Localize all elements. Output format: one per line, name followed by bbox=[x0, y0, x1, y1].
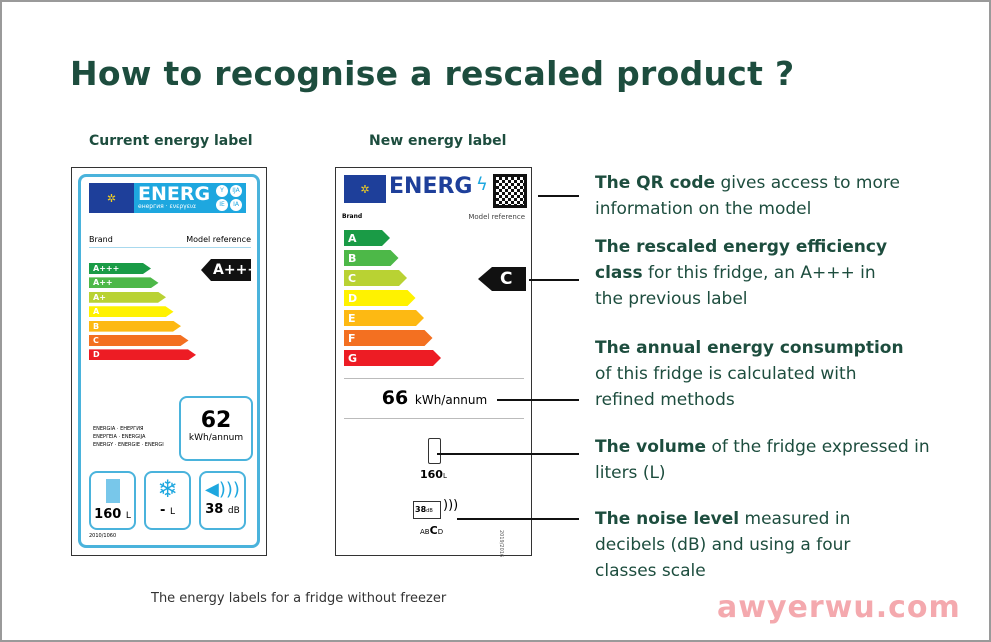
energy-class-bar: F bbox=[344, 330, 433, 346]
energy-class-bar: B bbox=[89, 321, 181, 332]
energy-class-bar: A++ bbox=[89, 277, 159, 288]
energy-class-bar: A bbox=[89, 306, 174, 317]
energy-class-bar: D bbox=[89, 349, 196, 360]
annotation-qr: The QR code gives access to more informa… bbox=[595, 173, 900, 219]
eu-flag-icon: ✲ bbox=[89, 183, 134, 213]
rating-arrow: A+++ bbox=[201, 259, 251, 281]
consumption-box: 62 kWh/annum bbox=[179, 396, 253, 461]
qr-code[interactable] bbox=[493, 174, 527, 208]
connector-qr bbox=[538, 195, 579, 197]
annual-consumption: 66 kWh/annum bbox=[381, 387, 488, 409]
energy-class-bar: A bbox=[344, 230, 390, 246]
sound-waves-icon: ))) bbox=[443, 498, 459, 513]
model-reference: Model reference bbox=[186, 235, 251, 244]
freezer-box: ❄ - L bbox=[144, 471, 191, 530]
brand: Brand bbox=[342, 213, 363, 220]
energy-class-bar: C bbox=[89, 335, 189, 346]
new-label-heading: New energy label bbox=[369, 133, 507, 149]
energy-class-bar: G bbox=[344, 350, 441, 366]
connector-class bbox=[529, 279, 579, 281]
speaker-icon: 38dB bbox=[413, 501, 441, 519]
divider bbox=[89, 247, 251, 248]
annotation-class: The rescaled energy efficiency class for… bbox=[595, 237, 888, 309]
eu-flag-icon: ✲ bbox=[344, 175, 386, 203]
energy-class-bar: B bbox=[344, 250, 399, 266]
energy-class-bar: A+++ bbox=[89, 263, 151, 274]
rating-arrow: C bbox=[478, 267, 526, 291]
volume-value: 160L bbox=[420, 468, 447, 481]
current-energy-label: ✲ ENERG енергия · ενεργεια Y IJA IE IA B… bbox=[71, 167, 267, 556]
energy-class-bar: E bbox=[344, 310, 424, 326]
energia-text: ENERGIA · ЕНЕРГИЯ ΕΝΕΡΓΕΙΑ · ENERGIJA EN… bbox=[93, 426, 164, 448]
speaker-icon: ◀))) bbox=[205, 479, 240, 500]
annotation-consumption: The annual energy consumption of this fr… bbox=[595, 338, 904, 410]
energy-class-bar: A+ bbox=[89, 292, 166, 303]
divider bbox=[344, 418, 524, 419]
model-reference: Model reference bbox=[468, 213, 525, 221]
current-label-heading: Current energy label bbox=[89, 133, 253, 149]
page-title: How to recognise a rescaled product ? bbox=[70, 54, 795, 93]
lightning-icon: ϟ bbox=[476, 174, 488, 195]
snowflake-icon: ❄ bbox=[157, 475, 178, 503]
label-frame: ✲ ENERG енергия · ενεργεια Y IJA IE IA B… bbox=[78, 174, 260, 548]
energy-class-bar: C bbox=[344, 270, 407, 286]
divider bbox=[344, 378, 524, 379]
noise-box: ◀))) 38 dB bbox=[199, 471, 246, 530]
regulation-number: 2019/2016 bbox=[498, 530, 504, 558]
noise-classes: ABCD bbox=[420, 524, 444, 537]
caption: The energy labels for a fridge without f… bbox=[151, 591, 447, 606]
regulation-number: 2010/1060 bbox=[89, 533, 117, 539]
bottle-icon bbox=[428, 438, 441, 464]
volume-box: 160 L bbox=[89, 471, 136, 530]
connector-volume bbox=[437, 453, 579, 455]
annotation-noise: The noise level measured in decibels (dB… bbox=[595, 509, 851, 581]
annotation-volume: The volume of the fridge expressed in li… bbox=[595, 437, 930, 483]
energ-logo: ENERG bbox=[389, 174, 473, 199]
watermark: awyerwu.com bbox=[717, 590, 961, 625]
energy-class-bar: D bbox=[344, 290, 416, 306]
connector-noise bbox=[457, 518, 579, 520]
brand: Brand bbox=[89, 235, 113, 244]
milk-carton-icon bbox=[105, 479, 120, 503]
connector-consumption bbox=[497, 399, 579, 401]
energ-header: ENERG енергия · ενεργεια Y IJA IE IA bbox=[134, 183, 246, 213]
